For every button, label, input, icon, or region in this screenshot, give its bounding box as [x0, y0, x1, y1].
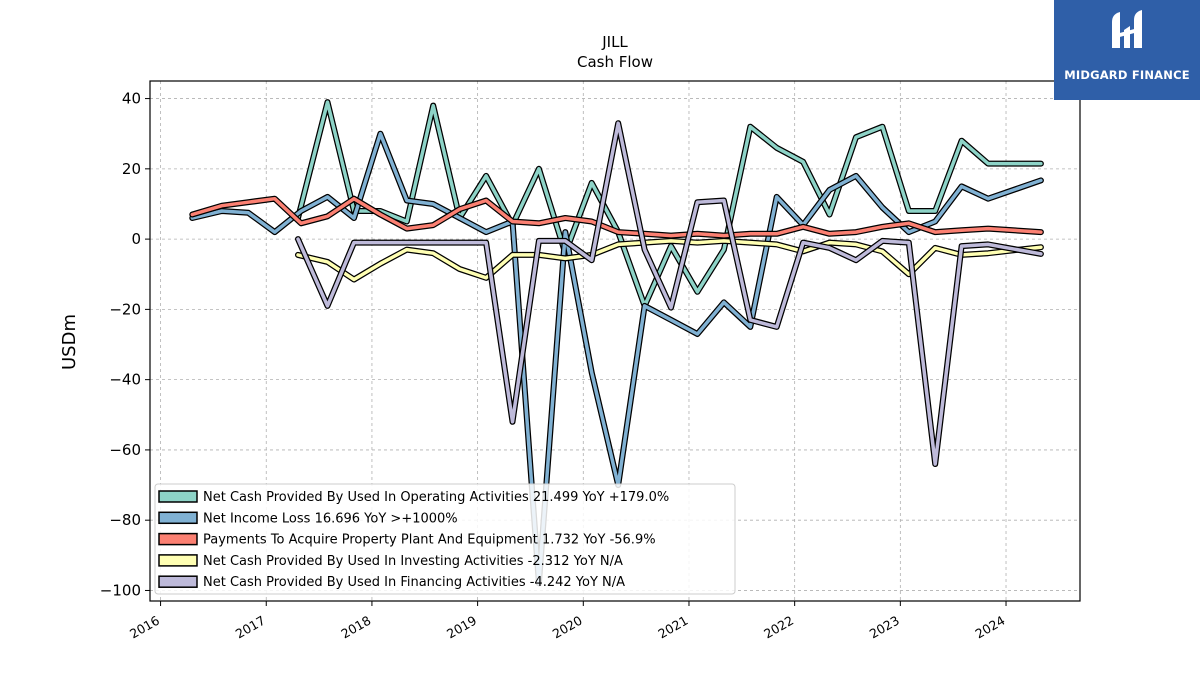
legend-swatch: [158, 490, 198, 503]
legend-label: Net Income Loss 16.696 YoY >+1000%: [203, 511, 458, 526]
x-tick-label: 2024: [972, 613, 1007, 642]
series-line-net-cash-provided-by-used-in-financing-activities: [296, 121, 1043, 466]
logo-text: MIDGARD FINANCE: [1064, 68, 1190, 82]
y-tick-label: 0: [131, 230, 141, 248]
y-tick-label: −80: [109, 511, 141, 529]
legend-swatch: [158, 532, 198, 546]
y-tick-label: −20: [109, 300, 141, 318]
y-axis-label: USDm: [59, 314, 80, 370]
x-tick-label: 2022: [761, 613, 796, 642]
x-tick-label: 2018: [338, 613, 373, 642]
series-lines: [189, 99, 1044, 587]
x-tick-label: 2020: [550, 613, 585, 642]
chart-subtitle: Cash Flow: [577, 53, 653, 71]
plot-frame: [149, 80, 1081, 602]
x-tick-label: 2021: [655, 613, 690, 642]
series-line-net-income-loss: [190, 131, 1043, 586]
legend-label: Net Cash Provided By Used In Operating A…: [203, 490, 669, 505]
x-axis: 2016 2017 2018 2019 2020 2021 2022 2023 2024: [127, 601, 1008, 642]
y-axis: 40 20 0 −20 −40 −60 −80 −100: [100, 90, 150, 599]
y-tick-label: −60: [109, 441, 141, 459]
legend-label: Net Cash Provided By Used In Financing A…: [203, 575, 625, 590]
legend-swatch: [158, 554, 198, 567]
series-line-net-cash-provided-by-used-in-operating-activities: [296, 100, 1043, 308]
x-tick-label: 2017: [233, 613, 268, 642]
legend-box: [154, 483, 736, 595]
y-tick-label: 20: [122, 160, 141, 178]
logo-mark-icon: [1112, 10, 1142, 48]
chart-title: JILL: [601, 33, 628, 51]
series-line-net-cash-provided-by-used-in-investing-activities: [296, 239, 1043, 282]
legend-label: Net Cash Provided By Used In Investing A…: [203, 554, 623, 569]
y-tick-label: −100: [100, 581, 141, 599]
y-tick-label: −40: [109, 371, 141, 389]
legend: Net Cash Provided By Used In Operating A…: [154, 483, 736, 595]
x-tick-label: 2016: [127, 613, 162, 642]
legend-swatch: [158, 511, 198, 525]
brand-logo: MIDGARD FINANCE: [1054, 0, 1200, 100]
series-line-payments-to-acquire-property-plant-and-equipment: [190, 196, 1043, 238]
legend-swatch: [158, 575, 198, 588]
y-tick-label: 40: [122, 90, 141, 108]
x-tick-label: 2023: [867, 613, 902, 642]
x-tick-label: 2019: [444, 613, 479, 642]
legend-label: Payments To Acquire Property Plant And E…: [203, 533, 656, 548]
